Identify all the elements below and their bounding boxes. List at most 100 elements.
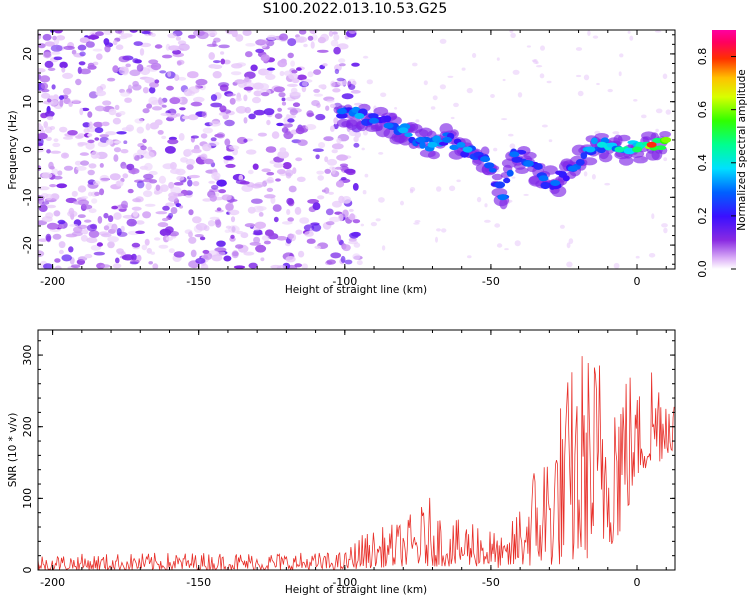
spectrogram-x-tick-label: -100 [332,275,357,288]
spectrogram-noise-cell [663,157,668,162]
spectrogram-noise-cell [111,205,119,210]
spectrogram-noise-cell [109,173,121,181]
spectrogram-x-axis-label: Height of straight line (km) [285,284,427,296]
spectrogram-noise-cell [641,114,647,119]
spectrogram-signal-peak [567,165,578,172]
spectrogram-signal-peak [509,151,520,158]
spectrogram-noise-cell [210,94,218,102]
spectrogram-noise-cell [135,220,145,225]
spectrogram-noise-cell [311,100,320,107]
spectrogram-noise-cell [323,187,330,194]
snr-y-tick-label: 300 [21,345,34,366]
spectrogram-noise-cell [318,84,327,89]
spectrogram-noise-cell [68,207,75,215]
spectrogram-noise-cell [412,62,418,67]
spectrogram-noise-cell [53,30,63,34]
spectrogram-noise-cell [232,251,239,257]
spectrogram-noise-cell [287,107,296,111]
spectrogram-noise-cell [113,140,122,144]
spectrogram-noise-cell [441,228,447,233]
spectrogram-noise-cell [218,44,230,49]
spectrogram-noise-cell [330,80,336,88]
spectrogram-noise-cell [150,62,162,71]
spectrogram-noise-cell [324,156,329,163]
spectrogram-noise-cell [126,218,137,227]
spectrogram-noise-cell [279,70,285,77]
snr-x-tick-label: -150 [186,576,211,589]
spectrogram-noise-cell [41,216,53,223]
spectrogram-noise-cell [461,67,466,71]
spectrogram-noise-cell [247,206,256,214]
spectrogram-noise-cell [129,261,139,265]
spectrogram-noise-cell [509,143,516,149]
spectrogram-noise-cell [116,180,121,186]
spectrogram-noise-cell [129,69,141,77]
spectrogram-noise-cell [168,248,175,254]
spectrogram-signal-core [488,168,497,173]
spectrogram-noise-cell [139,48,145,56]
spectrogram-noise-cell [50,51,61,55]
spectrogram-noise-cell [103,225,110,231]
spectrogram-noise-cell [342,209,349,218]
spectrogram-noise-cell [211,184,219,190]
spectrogram-noise-cell [61,152,69,159]
spectrogram-noise-cell [243,94,248,102]
spectrogram-noise-cell [326,259,336,265]
spectrogram-noise-cell [328,191,334,195]
spectrogram-noise-cell [248,113,256,120]
spectrogram-noise-cell [414,220,421,223]
spectrogram-noise-cell [54,258,61,263]
spectrogram-noise-cell [127,188,134,194]
spectrogram-noise-cell [235,97,242,102]
spectrogram-noise-cell [266,171,275,176]
spectrogram-noise-cell [95,31,104,37]
spectrogram-noise-cell [526,45,532,48]
spectrogram-noise-cell [290,60,295,67]
spectrogram-noise-cell [348,208,354,212]
spectrogram-noise-cell [140,145,147,151]
spectrogram-noise-cell [235,34,244,42]
spectrogram-noise-cell [116,131,127,135]
spectrogram-noise-cell [42,201,50,205]
spectrogram-noise-cell [58,249,64,255]
spectrogram-noise-cell [200,133,208,139]
spectrogram-noise-cell [409,187,416,192]
spectrogram-noise-cell [113,212,122,220]
spectrogram-noise-cell [142,151,155,159]
chart-title: S100.2022.013.10.53.G25 [262,1,448,17]
spectrogram-noise-cell [45,193,53,201]
spectrogram-noise-cell [161,54,173,59]
spectrogram-y-tick-label: 0 [21,146,34,153]
spectrogram-noise-cell [209,216,220,220]
spectrogram-noise-cell [117,231,128,237]
spectrogram-cells [38,30,672,269]
spectrogram-noise-cell [79,37,91,44]
spectrogram-noise-cell [52,233,62,240]
spectrogram-noise-cell [591,174,596,180]
spectrogram-noise-cell [102,100,112,106]
spectrogram-noise-cell [149,82,159,88]
spectrogram-noise-cell [277,59,288,68]
spectrogram-noise-cell [143,173,154,180]
spectrogram-noise-cell [80,160,90,166]
spectrogram-noise-cell [655,108,663,114]
spectrogram-noise-cell [194,234,204,238]
spectrogram-noise-cell [98,231,110,236]
spectrogram-noise-cell [173,251,185,258]
spectrogram-noise-cell [336,154,348,161]
spectrogram-signal-peak [538,175,549,182]
spectrogram-noise-cell [168,181,175,189]
spectrogram-signal-peak [661,136,672,143]
spectrogram-noise-cell [59,61,68,69]
spectrogram-noise-cell [439,84,446,90]
spectrogram-noise-cell [43,263,53,269]
spectrogram-signal-peak [480,156,491,163]
snr-x-tick-label: -50 [482,576,500,589]
snr-frame [37,329,676,571]
spectrogram-noise-cell [112,39,118,46]
spectrogram-noise-cell [332,31,338,35]
spectrogram-signal-peak [462,146,473,153]
spectrogram-noise-cell [211,172,221,180]
spectrogram-noise-cell [81,229,89,235]
spectrogram-noise-cell [121,254,134,261]
